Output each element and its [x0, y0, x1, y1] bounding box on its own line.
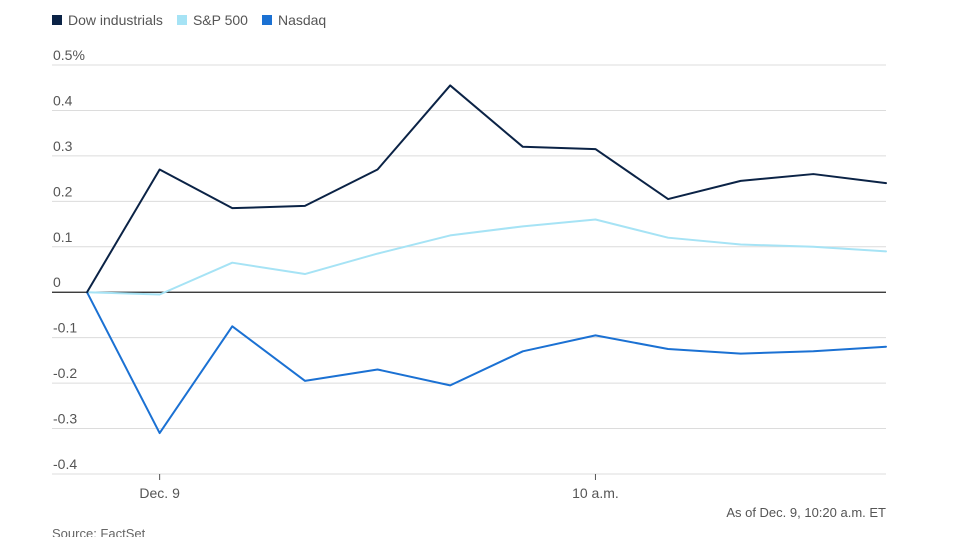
legend-swatch	[261, 15, 272, 25]
grid-lines	[52, 64, 886, 475]
y-tick-label: -0.2	[53, 365, 77, 381]
legend-item: Dow industrials	[52, 12, 163, 28]
legend-item: S&P 500	[176, 12, 248, 28]
legend-label: Nasdaq	[277, 12, 327, 28]
y-tick-label: 0	[53, 274, 61, 290]
x-axis: Dec. 9 10 a.m.	[139, 474, 619, 501]
y-axis-ticks: 0.5% 0.4 0.3 0.2 0.1 0 -0.1 -0.2 -0.3 -0.4	[53, 47, 85, 472]
x-tick-label: 10 a.m.	[572, 485, 619, 501]
y-tick-label: 0.2	[53, 183, 73, 199]
chart-annotation: As of Dec. 9, 10:20 a.m. ET	[726, 505, 886, 520]
legend-label: Dow industrials	[68, 12, 163, 28]
y-tick-label: -0.4	[53, 456, 77, 472]
legend-item: Nasdaq	[261, 12, 327, 28]
series-line-nasdaq	[86, 291, 887, 435]
chart-legend: Dow industrials S&P 500 Nasdaq	[52, 12, 326, 28]
x-tick-label: Dec. 9	[139, 485, 180, 501]
y-tick-label: 0.3	[53, 138, 73, 154]
series-line-dow-industrials	[86, 84, 887, 294]
y-tick-label: 0.4	[53, 92, 73, 108]
y-tick-label: -0.1	[53, 320, 77, 336]
y-tick-label: 0.5%	[53, 47, 85, 63]
legend-label: S&P 500	[192, 12, 248, 28]
series-line-s-p-500	[86, 218, 887, 296]
source-note: Source: FactSet	[52, 526, 146, 537]
y-tick-label: 0.1	[53, 229, 73, 245]
series-lines	[86, 84, 887, 435]
legend-swatch	[52, 15, 62, 25]
legend-swatch	[176, 15, 187, 25]
y-tick-label: -0.3	[53, 411, 77, 427]
